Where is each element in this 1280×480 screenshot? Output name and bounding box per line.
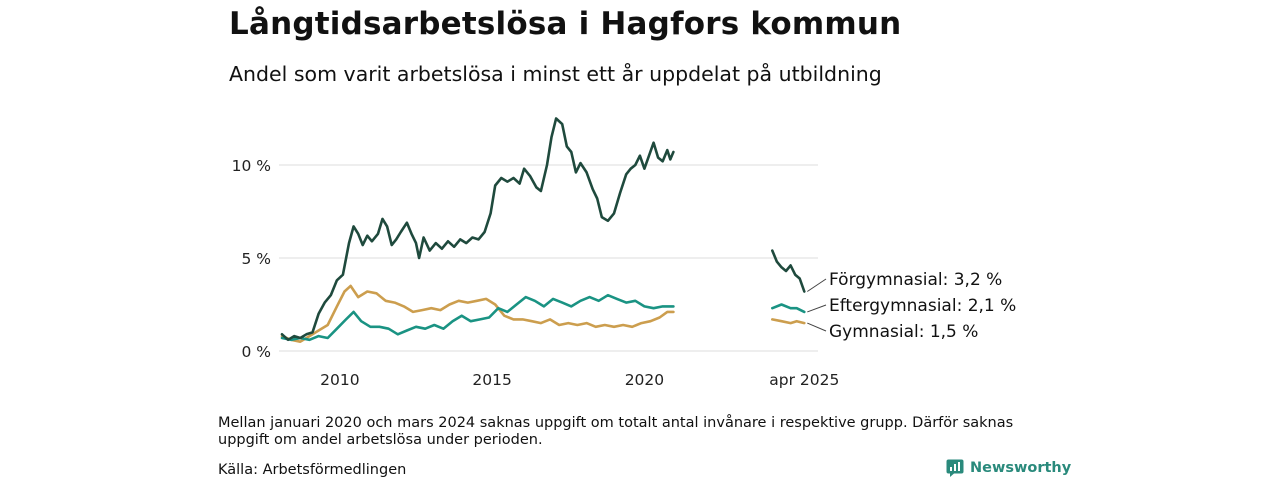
line-chart: 0 % 5 % 10 % 2010 2015 2020 apr 2025 Förgymnasi… (232, 117, 1017, 389)
end-label-connector (807, 278, 827, 292)
series-line-eftergymnasial-1 (771, 303, 806, 314)
source-credit: Källa: Arbetsförmedlingen (218, 462, 407, 478)
y-tick-label: 0 % (241, 343, 271, 361)
series-lines (280, 117, 806, 343)
series-line-förgymnasial-0 (280, 117, 675, 342)
end-label-connector (807, 322, 827, 332)
y-tick-label: 10 % (232, 157, 271, 175)
end-label-connector (807, 304, 827, 313)
x-tick-label: 2020 (625, 371, 664, 389)
axis-and-series-labels: 0 % 5 % 10 % 2010 2015 2020 apr 2025 Förgymnasi… (232, 157, 1017, 389)
x-tick-label: 2010 (320, 371, 359, 389)
newsworthy-logo-icon (946, 459, 964, 477)
chart-title: Långtidsarbetslösa i Hagfors kommun (229, 6, 902, 42)
footnote: Mellan januari 2020 och mars 2024 saknas… (218, 415, 1014, 448)
series-line-eftergymnasial-0 (280, 293, 675, 342)
series-line-gymnasial-1 (771, 318, 806, 325)
series-line-förgymnasial-1 (771, 249, 806, 293)
chart-subtitle: Andel som varit arbetslösa i minst ett å… (229, 62, 882, 86)
series-end-label: Gymnasial: 1,5 % (829, 322, 978, 342)
x-tick-label: apr 2025 (769, 371, 839, 389)
gridlines (279, 164, 818, 352)
brand-name: Newsworthy (970, 460, 1072, 476)
y-tick-label: 5 % (241, 250, 271, 268)
series-end-label: Eftergymnasial: 2,1 % (829, 296, 1016, 316)
series-line-gymnasial-0 (280, 284, 675, 343)
x-tick-label: 2015 (472, 371, 511, 389)
series-end-label: Förgymnasial: 3,2 % (829, 270, 1002, 290)
brand-logo: Newsworthy (946, 458, 1071, 478)
